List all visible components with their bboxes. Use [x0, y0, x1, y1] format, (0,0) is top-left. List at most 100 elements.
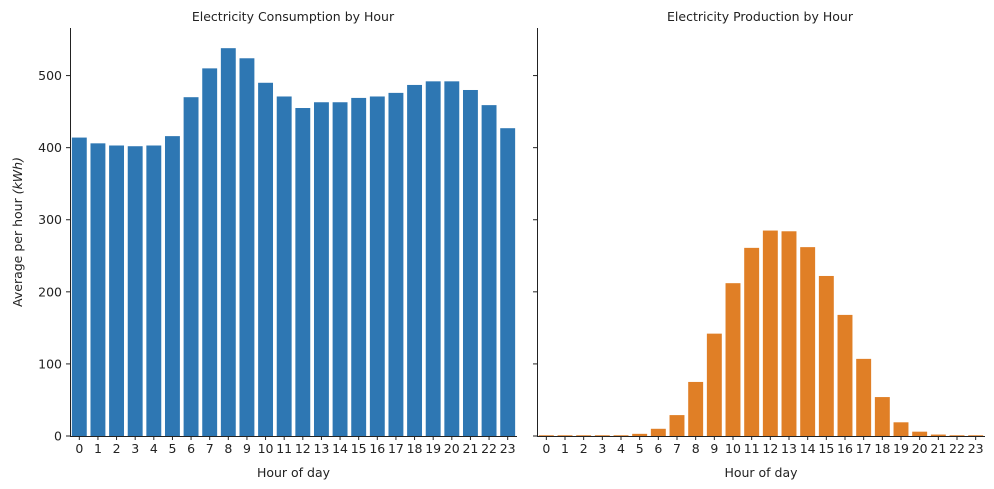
consumption-x-tick-label: 7	[206, 441, 214, 456]
production-bar-4	[613, 435, 629, 436]
consumption-x-ticks: 0 1 2 3 4 5 6 7 8 9 10 11 12 13 14 15 16 17 18 19 20 21 22 23	[75, 436, 516, 456]
production-x-tick-label: 21	[930, 441, 946, 456]
consumption-bar-17	[388, 92, 404, 436]
consumption-bar-15	[351, 97, 367, 437]
consumption-x-tick-label: 15	[351, 441, 367, 456]
consumption-bar-12	[295, 108, 311, 436]
consumption-bar-2	[109, 145, 125, 436]
production-bar-23	[968, 435, 984, 436]
production-bar-12	[762, 230, 778, 436]
production-x-tick-label: 7	[673, 441, 681, 456]
production-x-tick-label: 2	[580, 441, 588, 456]
consumption-x-tick-label: 12	[295, 441, 311, 456]
consumption-x-tick-label: 13	[313, 441, 329, 456]
production-bar-10	[725, 283, 741, 436]
consumption-bar-13	[313, 102, 329, 436]
production-x-tick-label: 6	[654, 441, 662, 456]
production-x-tick-label: 19	[893, 441, 909, 456]
consumption-x-tick-label: 10	[258, 441, 274, 456]
consumption-bar-4	[146, 145, 162, 436]
production-bar-16	[837, 314, 853, 436]
production-x-tick-label: 4	[617, 441, 625, 456]
production-x-ticks: 0 1 2 3 4 5 6 7 8 9 10 11 12 13 14 15 16 17 18 19 20 21 22 23	[542, 436, 984, 456]
consumption-x-tick-label: 16	[369, 441, 385, 456]
production-bar-3	[594, 435, 610, 436]
production-bar-0	[538, 435, 554, 436]
production-bar-20	[912, 431, 928, 436]
consumption-x-tick-label: 20	[444, 441, 460, 456]
production-bar-1	[557, 435, 573, 436]
consumption-bar-5	[164, 136, 180, 436]
production-x-tick-label: 11	[744, 441, 760, 456]
production-x-tick-label: 23	[968, 441, 984, 456]
consumption-bar-1	[90, 143, 106, 436]
production-x-tick-label: 3	[598, 441, 606, 456]
production-bar-7	[669, 415, 685, 436]
y-axis-label-text: Average per hour	[10, 194, 25, 307]
production-bar-17	[856, 358, 872, 436]
consumption-x-axis-label: Hour of day	[257, 465, 331, 480]
consumption-x-tick-label: 2	[113, 441, 121, 456]
production-bar-15	[818, 275, 834, 436]
consumption-x-tick-label: 3	[131, 441, 139, 456]
production-bar-5	[632, 433, 648, 436]
production-x-tick-label: 12	[762, 441, 778, 456]
production-bar-22	[949, 435, 965, 436]
production-y-ticks	[533, 75, 537, 437]
production-x-tick-label: 18	[874, 441, 890, 456]
production-x-tick-label: 14	[800, 441, 816, 456]
consumption-x-tick-label: 14	[332, 441, 348, 456]
production-bar-9	[706, 333, 722, 436]
production-bar-19	[893, 422, 909, 436]
production-x-tick-label: 20	[912, 441, 928, 456]
production-x-axis-label: Hour of day	[724, 465, 798, 480]
consumption-y-tick-label: 400	[38, 140, 62, 155]
consumption-bar-23	[500, 128, 516, 436]
consumption-x-tick-label: 6	[187, 441, 195, 456]
consumption-bar-14	[332, 102, 348, 436]
consumption-bar-22	[481, 105, 497, 436]
consumption-x-tick-label: 5	[168, 441, 176, 456]
consumption-bar-19	[425, 81, 441, 436]
production-bar-11	[744, 247, 760, 436]
consumption-x-tick-label: 19	[425, 441, 441, 456]
consumption-y-tick-label: 500	[38, 68, 62, 83]
production-x-tick-label: 17	[856, 441, 872, 456]
production-bar-21	[930, 434, 946, 436]
production-x-tick-label: 0	[542, 441, 550, 456]
y-axis-label: Average per hour (kWh)	[10, 157, 25, 307]
consumption-y-tick-label: 300	[38, 212, 62, 227]
production-x-tick-label: 5	[636, 441, 644, 456]
production-x-tick-label: 9	[710, 441, 718, 456]
y-axis-label-unit: (kWh)	[10, 157, 25, 194]
consumption-bar-11	[276, 96, 292, 436]
consumption-bars	[71, 48, 516, 437]
consumption-x-tick-label: 18	[407, 441, 423, 456]
production-x-tick-label: 8	[692, 441, 700, 456]
production-title: Electricity Production by Hour	[667, 9, 854, 24]
consumption-bar-7	[202, 68, 218, 437]
consumption-x-tick-label: 8	[224, 441, 232, 456]
production-bars	[538, 230, 984, 436]
consumption-x-tick-label: 1	[94, 441, 102, 456]
production-x-tick-label: 22	[949, 441, 965, 456]
production-x-tick-label: 1	[561, 441, 569, 456]
consumption-bar-20	[444, 81, 460, 436]
production-x-tick-label: 10	[725, 441, 741, 456]
consumption-bar-9	[239, 58, 255, 436]
consumption-bar-3	[127, 146, 143, 436]
production-x-tick-label: 13	[781, 441, 797, 456]
consumption-x-tick-label: 17	[388, 441, 404, 456]
consumption-bar-10	[258, 82, 274, 436]
production-bar-13	[781, 231, 797, 436]
consumption-bar-16	[369, 96, 385, 436]
consumption-title: Electricity Consumption by Hour	[192, 9, 395, 24]
production-x-tick-label: 15	[818, 441, 834, 456]
consumption-x-tick-label: 23	[500, 441, 516, 456]
consumption-bar-8	[220, 48, 236, 437]
consumption-x-tick-label: 4	[150, 441, 158, 456]
consumption-bar-18	[407, 84, 423, 436]
consumption-y-tick-label: 0	[54, 429, 62, 444]
